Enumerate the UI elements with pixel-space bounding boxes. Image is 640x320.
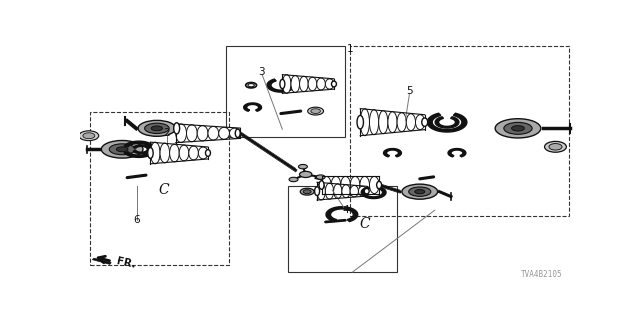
Ellipse shape [415,115,425,130]
Ellipse shape [189,146,198,160]
Ellipse shape [303,190,311,194]
Text: 6: 6 [134,214,140,225]
Ellipse shape [331,176,340,194]
Ellipse shape [545,141,566,152]
Ellipse shape [300,76,308,92]
Ellipse shape [319,181,324,189]
Text: 1: 1 [347,44,354,54]
Ellipse shape [342,185,350,198]
Ellipse shape [109,144,135,155]
Ellipse shape [376,181,381,189]
Ellipse shape [317,78,325,90]
Ellipse shape [315,187,319,196]
Ellipse shape [317,182,325,200]
Ellipse shape [198,147,208,159]
Ellipse shape [369,176,379,194]
Polygon shape [133,145,150,154]
Ellipse shape [360,108,369,136]
Ellipse shape [422,118,428,126]
Text: 5: 5 [406,86,413,96]
Ellipse shape [138,120,176,136]
Text: C: C [158,183,169,197]
Text: 2: 2 [163,128,170,138]
Ellipse shape [205,150,211,156]
Ellipse shape [282,75,291,93]
Ellipse shape [298,164,307,169]
Ellipse shape [219,127,230,139]
Ellipse shape [415,189,425,194]
Ellipse shape [495,119,541,138]
Ellipse shape [402,184,438,199]
Text: FR.: FR. [116,256,137,270]
Ellipse shape [300,171,312,178]
Polygon shape [244,103,262,111]
Ellipse shape [397,113,406,132]
Polygon shape [448,148,466,157]
Text: 3: 3 [258,67,264,77]
Text: C: C [360,217,371,231]
Ellipse shape [145,123,169,133]
Ellipse shape [148,148,153,158]
Ellipse shape [325,183,333,199]
Ellipse shape [357,116,364,129]
Ellipse shape [300,188,314,195]
Polygon shape [267,79,295,92]
Polygon shape [383,148,401,157]
Ellipse shape [116,147,128,152]
Polygon shape [124,141,155,157]
Ellipse shape [170,144,179,162]
Ellipse shape [83,133,95,139]
Ellipse shape [364,188,369,194]
Ellipse shape [151,126,163,131]
Polygon shape [361,187,386,198]
Polygon shape [92,258,111,264]
Ellipse shape [358,186,367,196]
Ellipse shape [406,114,415,131]
Ellipse shape [340,176,350,194]
Ellipse shape [236,129,240,138]
Ellipse shape [350,186,358,197]
Ellipse shape [511,126,524,131]
Polygon shape [326,207,358,221]
Ellipse shape [176,124,186,143]
Ellipse shape [79,131,99,141]
Ellipse shape [186,125,197,142]
Ellipse shape [197,125,208,141]
Ellipse shape [160,143,170,163]
Ellipse shape [280,79,285,89]
Ellipse shape [179,145,189,161]
Ellipse shape [549,144,562,150]
Ellipse shape [504,122,532,134]
Ellipse shape [369,110,379,135]
Ellipse shape [316,175,325,179]
Ellipse shape [325,79,334,89]
Polygon shape [428,113,467,132]
Ellipse shape [350,176,360,194]
Ellipse shape [291,76,300,92]
Text: 4: 4 [342,205,349,215]
Ellipse shape [208,126,219,140]
Ellipse shape [101,140,143,158]
Ellipse shape [409,187,431,196]
Ellipse shape [332,81,337,87]
Ellipse shape [230,128,240,139]
Ellipse shape [289,177,298,182]
Ellipse shape [360,176,369,194]
Ellipse shape [311,109,321,114]
Ellipse shape [150,142,160,164]
Ellipse shape [388,112,397,133]
Ellipse shape [308,77,317,91]
Ellipse shape [173,123,180,134]
Ellipse shape [321,176,331,194]
Polygon shape [435,117,459,128]
Ellipse shape [308,107,324,115]
Text: TVA4B2105: TVA4B2105 [520,270,562,279]
Ellipse shape [333,184,342,198]
Ellipse shape [379,111,388,134]
